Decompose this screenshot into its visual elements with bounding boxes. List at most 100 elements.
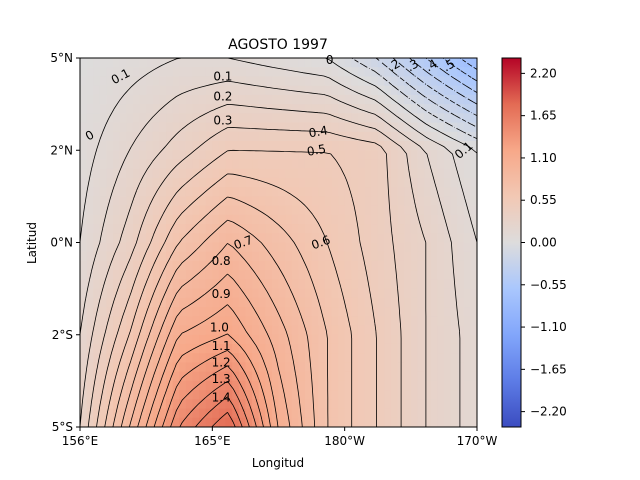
heatmap-cell: [93, 242, 101, 253]
heatmap-cell: [113, 362, 121, 373]
heatmap-cell: [86, 399, 94, 410]
heatmap-cell: [106, 297, 114, 308]
heatmap-cell: [212, 150, 220, 161]
heatmap-cell: [450, 334, 458, 345]
heatmap-cell: [450, 362, 458, 373]
heatmap-cell: [457, 242, 465, 253]
heatmap-cell: [390, 196, 399, 207]
heatmap-cell: [377, 168, 385, 179]
heatmap-cell: [139, 417, 147, 427]
heatmap-cell: [265, 325, 273, 336]
heatmap-cell: [271, 288, 280, 299]
heatmap-cell: [357, 168, 366, 179]
heatmap-cell: [172, 251, 180, 262]
heatmap-cell: [205, 205, 213, 216]
heatmap-cell: [106, 196, 114, 207]
heatmap-cell: [166, 85, 174, 96]
heatmap-cell: [99, 85, 108, 96]
heatmap-cell: [470, 390, 477, 400]
heatmap-cell: [324, 334, 333, 345]
heatmap-cell: [404, 168, 412, 179]
heatmap-cell: [278, 390, 286, 400]
heatmap-cell: [218, 177, 227, 188]
heatmap-cell: [437, 214, 445, 225]
heatmap-cell: [179, 316, 187, 327]
heatmap-cell: [344, 131, 352, 142]
heatmap-cell: [93, 177, 101, 188]
heatmap-cell: [126, 353, 134, 364]
heatmap-cell: [252, 67, 260, 78]
heatmap-cell: [470, 113, 477, 124]
heatmap-cell: [185, 316, 194, 327]
heatmap-cell: [371, 380, 379, 391]
heatmap-cell: [205, 334, 213, 345]
heatmap-cell: [291, 297, 299, 308]
heatmap-cell: [245, 233, 253, 244]
heatmap-cell: [357, 131, 366, 142]
heatmap-cell: [132, 76, 141, 87]
heatmap-cell: [298, 362, 306, 373]
heatmap-cell: [377, 104, 385, 114]
heatmap-cell: [80, 288, 88, 299]
heatmap-cell: [397, 251, 405, 262]
heatmap-cell: [119, 288, 127, 299]
heatmap-cell: [390, 260, 399, 271]
heatmap-cell: [357, 224, 366, 234]
heatmap-cell: [311, 334, 319, 345]
heatmap-cell: [384, 113, 392, 124]
heatmap-cell: [463, 353, 471, 364]
heatmap-cell: [265, 362, 273, 373]
heatmap-cell: [291, 390, 299, 400]
heatmap-cell: [351, 113, 359, 124]
heatmap-cell: [417, 131, 425, 142]
heatmap-cell: [185, 260, 194, 271]
heatmap-cell: [285, 76, 293, 87]
heatmap-cell: [152, 159, 160, 170]
heatmap-cell: [159, 159, 167, 170]
heatmap-cell: [172, 67, 180, 78]
heatmap-cell: [192, 408, 200, 419]
heatmap-cell: [265, 297, 273, 308]
heatmap-cell: [199, 307, 207, 317]
heatmap-cell: [424, 380, 432, 391]
heatmap-cell: [285, 177, 293, 188]
heatmap-cell: [371, 260, 379, 271]
heatmap-cell: [443, 177, 452, 188]
heatmap-cell: [113, 122, 121, 133]
heatmap-cell: [278, 242, 286, 253]
heatmap-cell: [311, 380, 319, 391]
heatmap-cell: [132, 159, 141, 170]
heatmap-cell: [424, 279, 432, 290]
heatmap-cell: [357, 214, 366, 225]
heatmap-cell: [311, 177, 319, 188]
contour-line: [96, 149, 377, 427]
heatmap-cell: [437, 390, 445, 400]
heatmap-cell: [159, 196, 167, 207]
heatmap-cell: [450, 159, 458, 170]
heatmap-cell: [139, 187, 147, 197]
heatmap-cell: [351, 141, 359, 151]
heatmap-cell: [205, 362, 213, 373]
heatmap-cell: [470, 408, 477, 419]
heatmap-cell: [410, 316, 419, 327]
heatmap-cell: [424, 214, 432, 225]
heatmap-cell: [159, 390, 167, 400]
heatmap-cell: [390, 94, 399, 105]
heatmap-cell: [331, 214, 339, 225]
heatmap-cell: [106, 325, 114, 336]
heatmap-cell: [417, 307, 425, 317]
heatmap-cell: [450, 58, 458, 68]
heatmap-cell: [463, 76, 471, 87]
heatmap-cell: [192, 233, 200, 244]
heatmap-cell: [192, 76, 200, 87]
heatmap-cell: [384, 380, 392, 391]
heatmap-cell: [212, 390, 220, 400]
heatmap-cell: [139, 196, 147, 207]
heatmap-cell: [331, 187, 339, 197]
heatmap-cell: [463, 67, 471, 78]
heatmap-cell: [291, 214, 299, 225]
heatmap-cell: [212, 270, 220, 280]
heatmap-cell: [172, 260, 180, 271]
heatmap-cell: [99, 251, 108, 262]
heatmap-cell: [397, 279, 405, 290]
